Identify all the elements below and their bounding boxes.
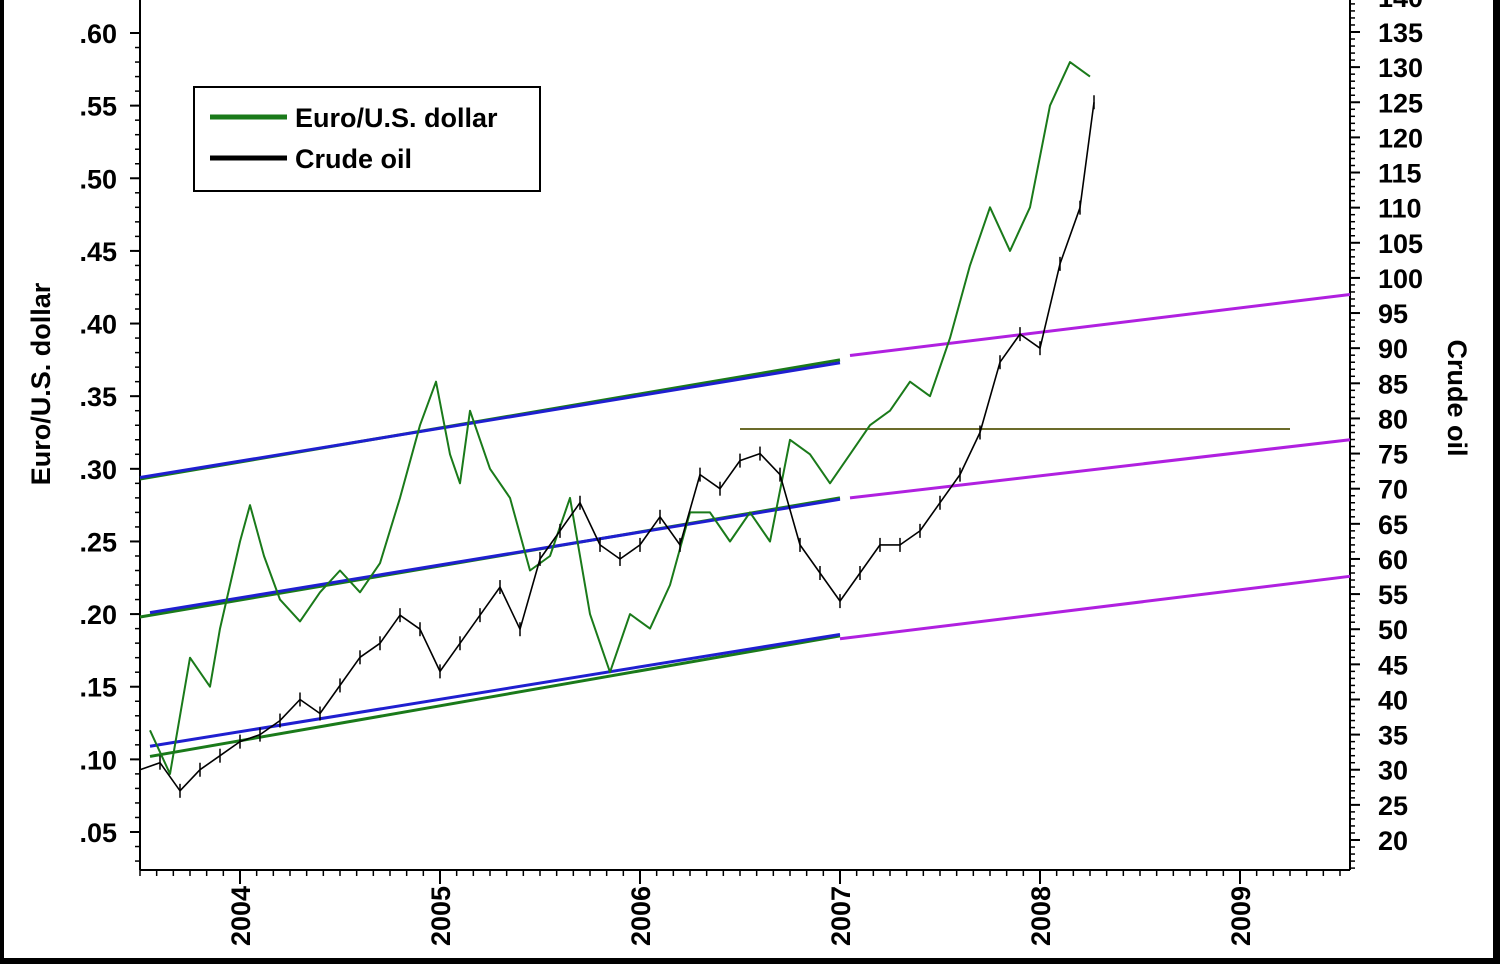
right-y-tick-label: 105 — [1378, 229, 1423, 259]
left-y-tick-label: .40 — [79, 310, 117, 340]
right-y-tick-label: 90 — [1378, 334, 1408, 364]
x-tick-label: 2008 — [1026, 886, 1056, 946]
right-y-tick-label: 70 — [1378, 475, 1408, 505]
x-tick-label: 2006 — [626, 886, 656, 946]
right-y-tick-label: 95 — [1378, 299, 1408, 329]
legend-label-euro: Euro/U.S. dollar — [295, 103, 498, 133]
trend-line — [149, 632, 841, 748]
right-y-tick-label: 120 — [1378, 123, 1423, 153]
right-y-tick-label: 75 — [1378, 440, 1408, 470]
right-y-tick-label: 115 — [1378, 159, 1422, 189]
trend-line — [139, 361, 841, 480]
right-y-tick-label: 20 — [1378, 826, 1408, 856]
left-y-tick-label: .45 — [79, 237, 117, 267]
x-tick-label: 2009 — [1226, 886, 1256, 946]
left-y-tick-label: .55 — [79, 92, 117, 122]
right-y-tick-label: 100 — [1378, 264, 1423, 294]
legend-box — [193, 86, 541, 192]
right-y-tick-label: 110 — [1378, 194, 1422, 224]
right-y-tick-label: 50 — [1378, 615, 1408, 645]
left-y-tick-label: .30 — [79, 455, 117, 485]
left-y-tick-label: .60 — [79, 19, 117, 49]
right-y-tick-label: 45 — [1378, 650, 1408, 680]
x-tick-label: 2005 — [426, 886, 456, 946]
right-y-tick-label: 25 — [1378, 791, 1408, 821]
right-y-tick-label: 40 — [1378, 685, 1408, 715]
legend: Euro/U.S. dollar Crude oil — [193, 86, 541, 192]
right-y-tick-label: 60 — [1378, 545, 1408, 575]
left-y-tick-label: .50 — [79, 164, 117, 194]
left-y-axis-label: Euro/U.S. dollar — [26, 282, 56, 485]
legend-label-crude: Crude oil — [295, 144, 412, 174]
left-y-tick-label: .25 — [79, 527, 117, 557]
right-y-tick-label: 55 — [1378, 580, 1408, 610]
right-y-tick-label: 135 — [1378, 18, 1423, 48]
left-y-tick-label: .15 — [79, 673, 117, 703]
right-y-tick-label: 35 — [1378, 721, 1408, 751]
trend-line — [149, 634, 841, 758]
left-y-tick-label: .35 — [79, 382, 117, 412]
trend-line — [849, 293, 1351, 357]
trend-line — [849, 438, 1351, 500]
reference-lines-layer — [139, 293, 1351, 758]
ticks-layer: .05 .10 .15 .20 .25 .30 .35 .40 .45 .50 .55 .60 20 25… — [79, 0, 1423, 946]
right-y-tick-label: 130 — [1378, 53, 1423, 83]
trend-line — [839, 574, 1351, 641]
right-y-axis-label: Crude oil — [1442, 339, 1472, 456]
series-layer — [139, 61, 1095, 798]
right-y-tick-label: 80 — [1378, 404, 1408, 434]
right-y-tick-label: 30 — [1378, 756, 1408, 786]
left-y-tick-label: .10 — [79, 745, 117, 775]
left-y-tick-label: .20 — [79, 600, 117, 630]
left-y-tick-label: .05 — [79, 818, 117, 848]
right-y-tick-label: 140 — [1378, 0, 1423, 13]
euro-usd-series-line — [149, 61, 1091, 775]
right-y-tick-label: 85 — [1378, 369, 1408, 399]
x-tick-label: 2004 — [226, 886, 256, 946]
right-y-tick-label: 125 — [1378, 88, 1423, 118]
right-y-tick-label: 65 — [1378, 510, 1408, 540]
x-tick-label: 2007 — [826, 886, 856, 946]
trend-line — [149, 497, 841, 615]
